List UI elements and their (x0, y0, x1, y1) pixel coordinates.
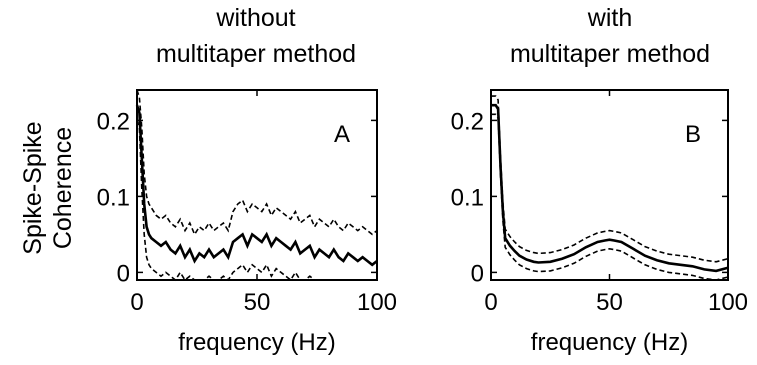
panel-b-xtick-label-0: 0 (484, 289, 497, 316)
panel-a-ytick-label-2: 0.2 (97, 108, 130, 135)
panel-b-ytick-label-1: 0.1 (451, 184, 484, 211)
panel-a: 0 0.1 0.2 0 50 100 frequency (Hz) A (97, 89, 397, 356)
panel-b-title: with multitaper method (460, 0, 757, 72)
panel-b-title-line2: multitaper method (509, 40, 711, 68)
panel-a-title: without multitaper method (106, 0, 406, 72)
panel-b-xtick-label-2: 100 (708, 289, 748, 316)
panel-a-series-0-solid-line (135, 104, 378, 267)
panel-a-xtick-label-1: 50 (244, 289, 271, 316)
panel-a-xtick-label-0: 0 (130, 289, 143, 316)
panel-a-ytick-label-0: 0 (117, 260, 130, 287)
panel-b-ytick-label-2: 0.2 (451, 108, 484, 135)
panel-b-title-line1: with (587, 4, 633, 32)
panel-a-title-line2: multitaper method (155, 40, 357, 68)
panel-b: 0 0.1 0.2 0 50 100 frequency (Hz) B (451, 89, 748, 356)
panel-b-x-axis-label: frequency (Hz) (531, 329, 688, 356)
panel-b-series-2-dashed-line (491, 113, 729, 281)
panel-b-panel-label: B (685, 121, 701, 148)
panel-b-series-1-dashed-line (491, 95, 729, 263)
panel-a-panel-label: A (334, 121, 350, 148)
panel-a-ytick-label-1: 0.1 (97, 184, 130, 211)
panel-a-title-line1: without (216, 4, 296, 32)
panel-a-series-1-dashed-line (136, 89, 378, 237)
panel-b-xtick-label-1: 50 (596, 289, 623, 316)
panel-a-x-axis-label: frequency (Hz) (178, 329, 335, 356)
panel-b-frame (490, 89, 729, 281)
panel-b-ytick-label-0: 0 (471, 260, 484, 287)
panel-a-xtick-label-2: 100 (357, 289, 397, 316)
